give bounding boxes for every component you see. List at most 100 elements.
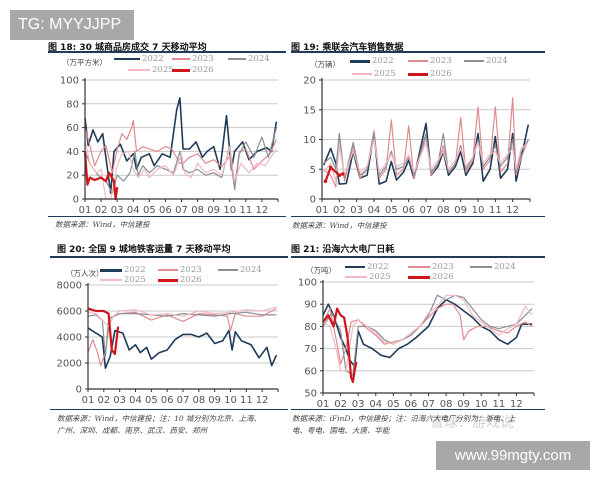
- point-2026: [337, 173, 342, 177]
- chart-19-bottom-rule: [291, 216, 545, 217]
- y-tick-label: 0: [73, 195, 79, 206]
- y-tick-label: 15: [303, 105, 316, 116]
- chart-21-unit: （万吨）: [306, 266, 336, 275]
- legend-label: 2025: [152, 65, 174, 75]
- chart-20-bottom-rule: [50, 409, 288, 410]
- x-tick-label: 05: [387, 399, 400, 410]
- x-tick-label: 09: [208, 395, 221, 406]
- legend-swatch: [350, 59, 370, 63]
- y-tick-label: 50: [304, 389, 317, 400]
- legend-label: 2024: [240, 265, 262, 275]
- point-2026: [328, 165, 333, 170]
- x-tick-label: 08: [191, 205, 204, 216]
- x-tick-label: 12: [256, 395, 269, 406]
- legend-label: 2023: [180, 265, 202, 275]
- x-tick-label: 08: [440, 399, 453, 410]
- x-tick-label: 06: [405, 399, 418, 410]
- x-tick-label: 03: [111, 205, 124, 216]
- legend-label: 2025: [369, 272, 391, 282]
- legend-swatch: [114, 58, 140, 60]
- series-line-2026: [87, 307, 120, 355]
- legend-swatch: [228, 58, 246, 60]
- legend-label: 2023: [432, 262, 454, 272]
- chart-18-bottom-rule: [48, 216, 286, 217]
- x-tick-label: 10: [472, 205, 485, 216]
- y-tick-label: 6000: [57, 307, 82, 318]
- legend-swatch: [172, 68, 190, 72]
- x-tick-label: 10: [224, 395, 237, 406]
- chart-19-source: 数据来源：Wind，中信建投: [292, 221, 387, 230]
- legend-2022: 2022: [345, 262, 389, 272]
- watermark-tg: TG: MYYJJPP: [10, 10, 134, 40]
- legend-label: 2025: [374, 69, 396, 79]
- legend-2025: 2025: [352, 69, 396, 79]
- series-line-2026: [324, 166, 344, 182]
- legend-label: 2026: [180, 275, 202, 285]
- x-tick-label: 02: [334, 399, 347, 410]
- x-tick-label: 01: [317, 399, 330, 410]
- legend-label: 2023: [430, 56, 452, 66]
- chart-18-source: 数据来源：Wind，中信建投: [55, 220, 150, 229]
- legend-swatch: [128, 69, 150, 71]
- x-tick-label: 08: [192, 395, 205, 406]
- legend-2024: 2024: [228, 54, 270, 64]
- legend-label: 2026: [432, 272, 454, 282]
- y-tick-label: 0: [76, 385, 82, 396]
- legend-swatch: [408, 275, 430, 279]
- y-tick-label: 100: [298, 278, 317, 289]
- series-line-2026: [322, 307, 358, 383]
- legend-label: 2024: [248, 54, 270, 64]
- legend-swatch: [408, 266, 430, 268]
- legend-label: 2026: [192, 65, 214, 75]
- x-tick-label: 10: [223, 205, 236, 216]
- x-tick-label: 09: [454, 205, 467, 216]
- legend-label: 2024: [494, 262, 516, 272]
- legend-label: 2022: [372, 56, 394, 66]
- x-tick-label: 03: [352, 399, 365, 410]
- x-tick-label: 05: [143, 205, 156, 216]
- x-tick-label: 02: [333, 205, 346, 216]
- y-tick-label: 60: [304, 366, 317, 377]
- x-tick-label: 12: [506, 205, 519, 216]
- x-tick-label: 01: [79, 205, 92, 216]
- series-line-2024: [322, 294, 533, 376]
- legend-swatch: [408, 72, 428, 76]
- x-tick-label: 04: [368, 205, 381, 216]
- series-line-2023: [323, 97, 529, 188]
- x-tick-label: 11: [492, 399, 505, 410]
- legend-2025: 2025: [345, 272, 391, 282]
- chart-21-bottom-rule: [291, 409, 545, 410]
- chart-20-source-line2: 广州、深圳、成都、南京、武汉、西安、郑州: [57, 426, 207, 435]
- legend-2026: 2026: [408, 272, 454, 282]
- chart-21-title-rule: [291, 256, 545, 258]
- legend-label: 2022: [142, 54, 164, 64]
- x-tick-label: 09: [207, 205, 220, 216]
- legend-swatch: [345, 266, 365, 268]
- legend-swatch: [100, 268, 122, 272]
- point-2026: [323, 179, 328, 183]
- chart-21-title: 图 21: 沿海六大电厂日耗: [291, 245, 395, 255]
- series-line-2023: [322, 303, 533, 365]
- watermark-xueqiu: 雪球：游戏说: [430, 415, 514, 431]
- chart-18-title: 图 18: 30 城商品房成交 7 天移动平均: [48, 43, 207, 53]
- y-tick-label: 20: [66, 171, 79, 182]
- x-tick-label: 05: [385, 205, 398, 216]
- legend-2024: 2024: [470, 262, 516, 272]
- legend-2024: 2024: [464, 56, 508, 66]
- y-tick-label: 4000: [57, 333, 82, 344]
- y-tick-label: 0: [310, 195, 316, 206]
- y-tick-label: 40: [66, 147, 79, 158]
- legend-swatch: [345, 276, 367, 278]
- x-tick-label: 04: [129, 395, 142, 406]
- legend-2026: 2026: [408, 69, 452, 79]
- chart-20-title: 图 20: 全国 9 城地铁客运量 7 天移动平均: [57, 245, 231, 255]
- x-tick-label: 03: [350, 205, 363, 216]
- x-tick-label: 12: [256, 205, 269, 216]
- legend-2026: 2026: [172, 65, 214, 75]
- x-tick-label: 03: [113, 395, 126, 406]
- series-line-2022: [322, 299, 533, 368]
- legend-2025: 2025: [100, 275, 146, 285]
- legend-swatch: [408, 60, 428, 62]
- x-tick-label: 02: [95, 205, 108, 216]
- chart-20-title-rule: [50, 256, 288, 258]
